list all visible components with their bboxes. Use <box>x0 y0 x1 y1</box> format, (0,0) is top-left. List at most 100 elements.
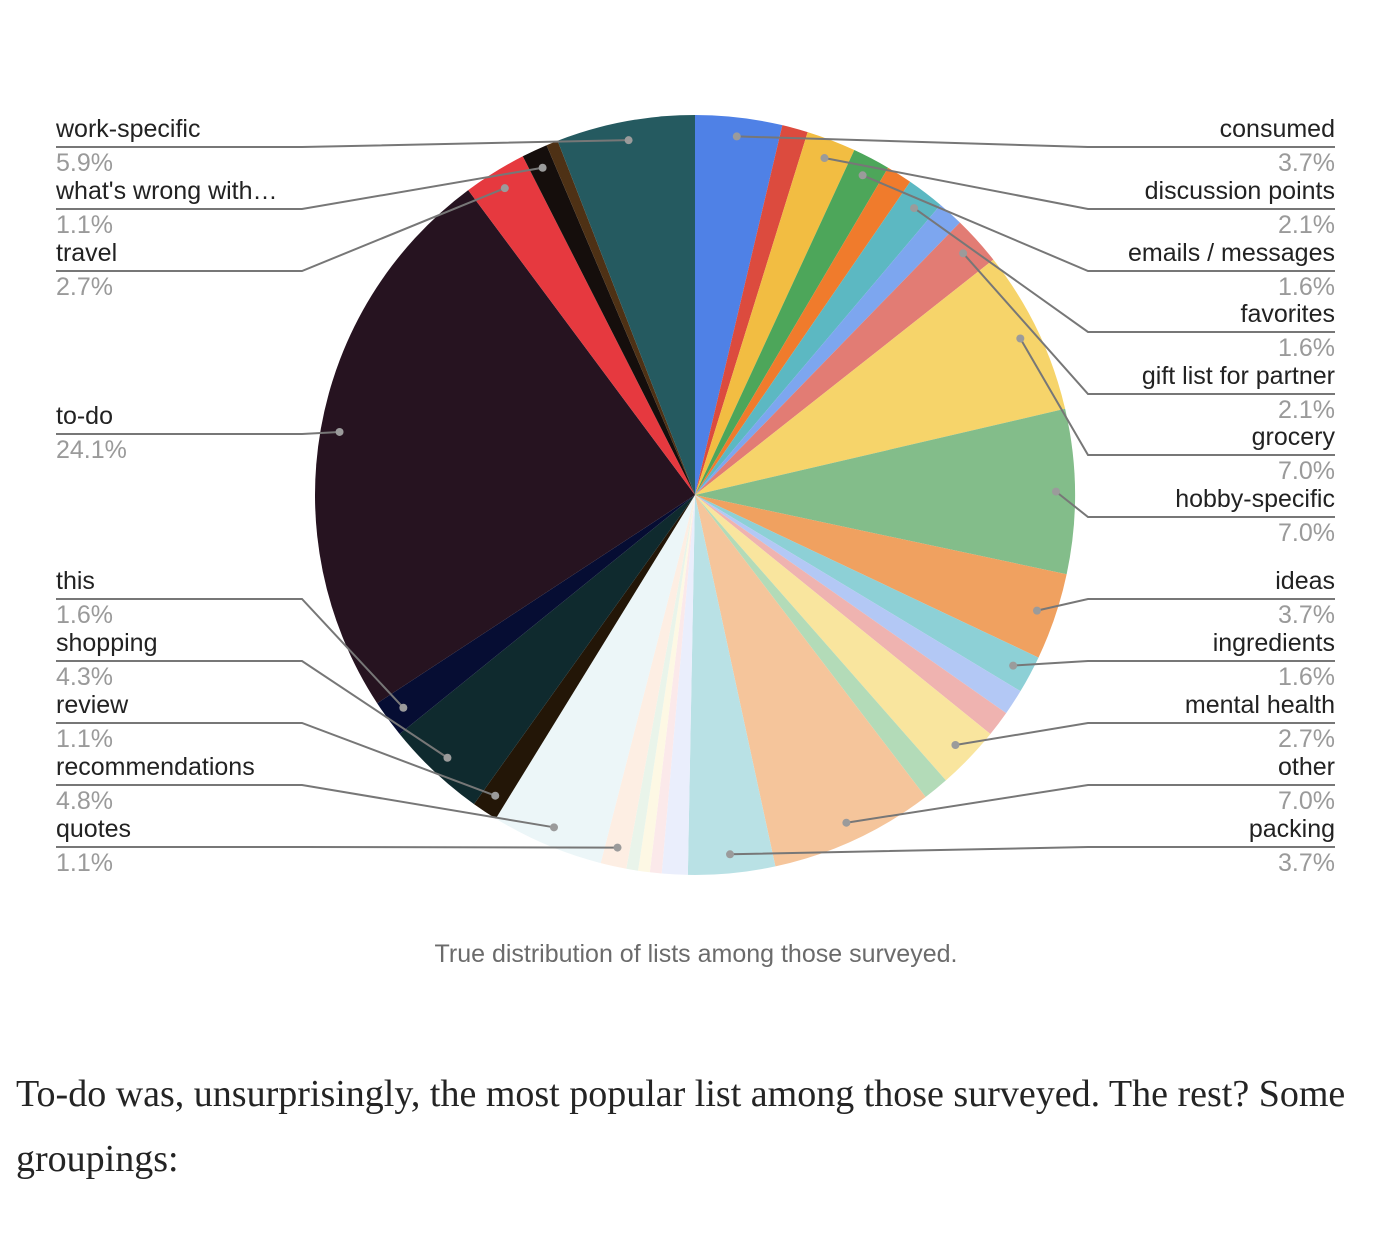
slice-value: 4.8% <box>56 787 113 815</box>
leader-line <box>56 430 340 435</box>
leader-line <box>56 166 543 210</box>
leader-line <box>736 135 1335 148</box>
slice-value: 3.7% <box>1278 601 1335 629</box>
slice-value: 1.6% <box>1278 663 1335 691</box>
slice-value: 5.9% <box>56 149 113 177</box>
slice-label: travel <box>56 239 117 267</box>
slice-label: shopping <box>56 629 157 657</box>
slice-label: recommendations <box>56 753 255 781</box>
slice-value: 2.7% <box>1278 725 1335 753</box>
leader-dot <box>842 818 851 827</box>
pie-slice-discussion-points <box>695 132 855 495</box>
leader-line <box>56 784 555 829</box>
leader-dot <box>491 791 500 800</box>
leader-dot <box>910 204 919 213</box>
leader-line <box>56 139 629 148</box>
slice-value: 2.7% <box>56 273 113 301</box>
pie-slice-unlabeled-20 <box>638 495 695 873</box>
slice-label: ideas <box>1275 567 1335 595</box>
slice-label: review <box>56 691 129 719</box>
leader-line <box>962 252 1335 395</box>
pie-slices <box>315 115 1076 875</box>
leader-dot <box>335 427 344 436</box>
leader-dot <box>1016 334 1025 343</box>
slice-value: 7.0% <box>1278 457 1335 485</box>
pie-slice-unlabeled-12 <box>695 495 1021 714</box>
slice-value: 1.6% <box>1278 334 1335 362</box>
slice-label: other <box>1278 753 1335 781</box>
leader-dot <box>951 741 960 750</box>
leader-line <box>862 174 1335 272</box>
pie-slice-to-do <box>315 190 695 704</box>
leader-dot <box>959 249 968 258</box>
pie-slice-travel <box>468 156 695 495</box>
pie-slice-recommendations <box>495 495 695 864</box>
leader-dot <box>538 163 547 172</box>
slice-value: 1.6% <box>56 601 113 629</box>
leader-line <box>824 157 1335 210</box>
pie-slice-unlabeled-13 <box>695 495 1007 735</box>
leader-dot <box>549 823 558 832</box>
slice-label: to-do <box>56 402 113 430</box>
leader-line <box>1036 598 1335 612</box>
slice-value: 7.0% <box>1278 519 1335 547</box>
slice-label: work-specific <box>55 115 200 143</box>
pie-slice-unlabeled-30 <box>546 140 695 495</box>
body-paragraph: To-do was, unsurprisingly, the most popu… <box>16 1073 1346 1180</box>
leader-line <box>730 846 1335 856</box>
leader-line <box>846 784 1335 824</box>
slice-label: gift list for partner <box>1142 362 1335 390</box>
pie-slice-consumed <box>695 115 783 495</box>
leader-dot <box>399 703 408 712</box>
leader-dot <box>858 171 867 180</box>
slice-value: 1.1% <box>56 725 113 753</box>
leader-line <box>56 187 506 272</box>
leader-dot <box>443 753 452 762</box>
slice-label: this <box>56 567 95 595</box>
pie-slice-ideas <box>695 495 1067 658</box>
leader-line <box>1013 660 1335 667</box>
pie-slice-unlabeled-4 <box>695 167 911 495</box>
pie-slice-favorites <box>695 181 941 495</box>
leader-line <box>1055 490 1335 518</box>
pie-slice-mental-health <box>695 495 991 781</box>
pie-slice-unlabeled-21 <box>626 495 695 871</box>
pie-slice-ingredients <box>695 495 1039 692</box>
pie-slice-what-s-wrong-with- <box>522 145 695 496</box>
figure-caption: True distribution of lists among those s… <box>434 940 958 968</box>
pie-slice-other <box>695 495 926 867</box>
leader-line <box>56 846 618 849</box>
pie-slice-this <box>377 495 695 735</box>
leader-dot <box>613 843 622 852</box>
leader-dot <box>1009 661 1018 670</box>
slice-label: mental health <box>1185 691 1335 719</box>
leader-dot <box>624 136 633 145</box>
slice-value: 2.1% <box>1278 211 1335 239</box>
slice-label: hobby-specific <box>1175 485 1335 513</box>
slice-label: packing <box>1249 815 1335 843</box>
leader-dot <box>726 850 735 859</box>
leader-line <box>56 660 449 759</box>
pie-slice-gift-list-for-partner <box>695 222 994 495</box>
pie-slice-hobby-specific <box>695 408 1076 575</box>
slice-label: favorites <box>1241 300 1335 328</box>
slice-value: 1.1% <box>56 211 113 239</box>
pie-slice-grocery <box>695 259 1066 495</box>
leader-line <box>955 722 1335 746</box>
slice-label: grocery <box>1252 423 1336 451</box>
pie-slice-unlabeled-6 <box>695 204 960 495</box>
pie-slice-work-specific <box>557 115 695 495</box>
leader-lines <box>56 132 1335 859</box>
leader-line <box>913 207 1335 333</box>
pie-slice-packing <box>687 495 776 875</box>
pie-slice-quotes <box>600 495 695 869</box>
slice-value: 3.7% <box>1278 849 1335 877</box>
slice-label: emails / messages <box>1128 239 1335 267</box>
slice-label: quotes <box>56 815 131 843</box>
pie-slice-emails-messages <box>695 150 889 495</box>
slice-value: 7.0% <box>1278 787 1335 815</box>
slice-value: 3.7% <box>1278 149 1335 177</box>
slice-value: 4.3% <box>56 663 113 691</box>
